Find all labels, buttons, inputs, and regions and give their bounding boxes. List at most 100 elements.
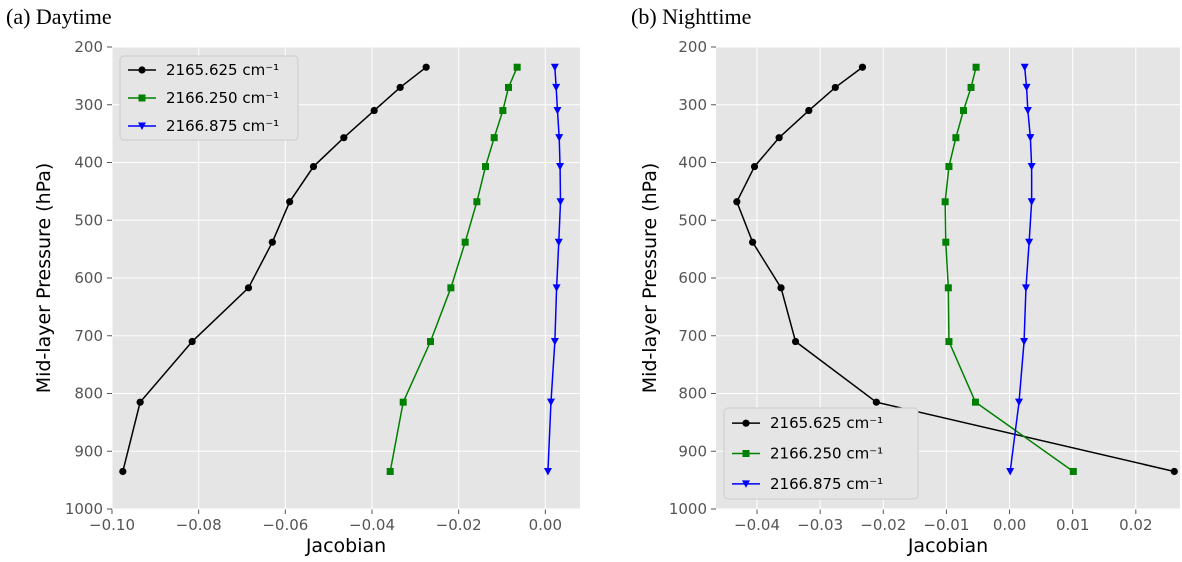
legend: 2165.625 cm⁻¹ 2166.250 cm⁻¹ 2166.875 cm⁻¹ (723, 407, 919, 500)
data-point (513, 63, 521, 71)
data-point (396, 83, 404, 92)
y-tick-label: 300 (74, 96, 103, 114)
x-tick-label: −0.04 (349, 516, 395, 534)
series-1 (733, 63, 1178, 476)
legend: 2165.625 cm⁻¹ 2166.250 cm⁻¹ 2166.875 cm⁻¹ (119, 55, 299, 141)
data-point (556, 163, 565, 171)
x-tick-label: 0.02 (1119, 516, 1152, 534)
data-point (942, 238, 950, 246)
x-tick-label: 0.00 (529, 516, 562, 534)
y-tick-label: 900 (74, 442, 103, 460)
legend-box (119, 55, 299, 141)
y-tick-label: 400 (678, 154, 707, 172)
data-point (1015, 398, 1024, 407)
data-point (399, 398, 407, 406)
y-tick-label: 800 (74, 385, 103, 403)
x-tick-label: −0.10 (89, 516, 135, 534)
legend-marker (742, 419, 750, 427)
data-point (1025, 238, 1034, 247)
data-point (791, 337, 800, 346)
data-point (733, 198, 741, 206)
data-point (945, 163, 953, 171)
data-point (945, 338, 953, 346)
legend-marker (138, 122, 146, 130)
data-point (447, 284, 455, 292)
x-tick-label: −0.06 (262, 516, 308, 534)
data-point (546, 398, 555, 407)
legend-label: 2166.875 cm⁻¹ (166, 117, 279, 135)
data-point (1069, 467, 1077, 475)
data-point (550, 63, 559, 72)
data-point (831, 83, 839, 92)
x-tick-label: 0.00 (993, 516, 1026, 534)
data-point (1022, 83, 1031, 92)
data-point (461, 238, 469, 246)
data-point (775, 134, 783, 142)
data-point (552, 83, 561, 92)
data-point (550, 338, 559, 346)
legend-label: 2165.625 cm⁻¹ (770, 414, 883, 432)
data-point (959, 107, 967, 115)
data-point (309, 162, 318, 171)
panel-title-daytime: (a) Daytime (6, 4, 112, 29)
data-point (556, 198, 565, 206)
x-tick-label: −0.02 (436, 516, 482, 534)
data-point (777, 284, 785, 292)
data-point (553, 107, 562, 115)
data-point (967, 83, 975, 91)
data-point (427, 338, 434, 346)
data-point (136, 398, 144, 406)
legend-box (723, 407, 919, 500)
series-3 (543, 63, 565, 476)
chart-panel-nighttime: −0.04 −0.03 −0.02 −0.01 0.00 0.01 0.02 200 300 40… (639, 38, 1180, 557)
legend-label: 2166.250 cm⁻¹ (166, 89, 279, 107)
data-point (872, 398, 880, 406)
data-point (286, 198, 294, 206)
data-point (858, 63, 867, 71)
legend-marker (742, 450, 750, 457)
data-point (1170, 467, 1178, 476)
y-axis-label: Mid-layer Pressure (hPa) (33, 163, 55, 394)
y-tick-label: 200 (678, 38, 707, 56)
x-axis-label: Jacobian (305, 535, 386, 557)
y-tick-label: 800 (678, 385, 707, 403)
y-tick-label: 900 (678, 442, 707, 460)
data-point (482, 163, 490, 171)
legend-label: 2166.875 cm⁻¹ (770, 475, 883, 493)
legend-marker (138, 66, 146, 74)
y-tick-label: 200 (74, 38, 103, 56)
legend-label: 2166.250 cm⁻¹ (770, 445, 883, 463)
data-point (555, 134, 564, 142)
data-point (1026, 134, 1035, 142)
chart-panel-daytime: −0.10 −0.08 −0.06 −0.04 −0.02 0.00 200 300 400 50… (33, 38, 580, 557)
series-3 (1006, 63, 1036, 476)
data-point (1020, 63, 1029, 72)
data-point (971, 398, 979, 406)
data-point (552, 284, 561, 292)
y-tick-label: 1000 (669, 500, 707, 518)
data-point (422, 63, 430, 71)
data-point (1006, 467, 1015, 476)
series-2 (386, 63, 521, 475)
y-tick-label: 700 (678, 327, 707, 345)
data-point (750, 162, 759, 171)
data-point (543, 467, 552, 476)
legend-marker (742, 480, 750, 488)
x-tick-label: −0.02 (860, 516, 906, 534)
y-tick-label: 300 (678, 96, 707, 114)
legend-marker (138, 94, 146, 102)
data-point (188, 337, 196, 346)
series-2 (941, 63, 1077, 475)
y-tick-label: 1000 (65, 500, 103, 518)
data-point (941, 198, 949, 206)
data-point (972, 63, 980, 71)
x-tick-label: −0.04 (734, 516, 780, 534)
data-point (944, 284, 952, 292)
panel-title-nighttime: (b) Nighttime (631, 4, 752, 29)
data-point (268, 238, 276, 246)
x-tick-label: −0.08 (176, 516, 222, 534)
data-point (952, 134, 960, 142)
legend-label: 2165.625 cm⁻¹ (166, 61, 279, 79)
data-point (1020, 338, 1029, 346)
